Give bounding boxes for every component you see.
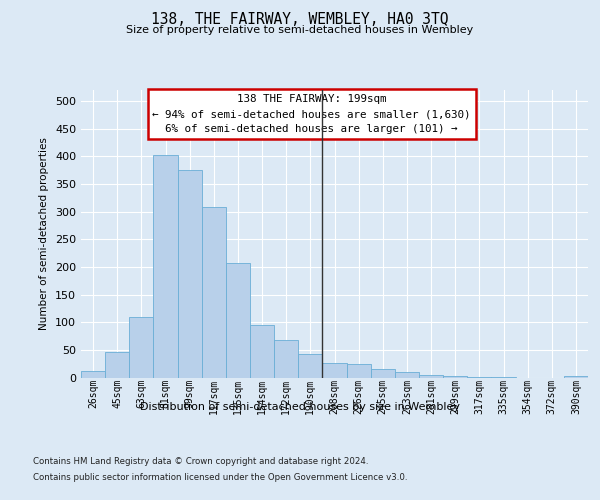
Bar <box>347 364 371 378</box>
Text: Size of property relative to semi-detached houses in Wembley: Size of property relative to semi-detach… <box>127 25 473 35</box>
Bar <box>129 316 154 378</box>
Bar <box>491 377 515 378</box>
Bar <box>226 262 250 378</box>
Bar <box>395 372 419 378</box>
Text: Distribution of semi-detached houses by size in Wembley: Distribution of semi-detached houses by … <box>140 402 460 412</box>
Bar <box>564 376 588 378</box>
Bar <box>274 340 298 378</box>
Bar <box>250 325 274 378</box>
Bar <box>105 352 129 378</box>
Bar <box>467 377 491 378</box>
Bar <box>154 154 178 378</box>
Bar <box>322 363 347 378</box>
Bar <box>81 371 105 378</box>
Y-axis label: Number of semi-detached properties: Number of semi-detached properties <box>40 138 49 330</box>
Bar <box>202 207 226 378</box>
Bar <box>298 354 322 378</box>
Text: Contains public sector information licensed under the Open Government Licence v3: Contains public sector information licen… <box>33 472 407 482</box>
Bar <box>371 368 395 378</box>
Bar <box>419 374 443 378</box>
Bar <box>443 376 467 378</box>
Text: 138, THE FAIRWAY, WEMBLEY, HA0 3TQ: 138, THE FAIRWAY, WEMBLEY, HA0 3TQ <box>151 12 449 28</box>
Bar <box>178 170 202 378</box>
Text: Contains HM Land Registry data © Crown copyright and database right 2024.: Contains HM Land Registry data © Crown c… <box>33 458 368 466</box>
Text: 138 THE FAIRWAY: 199sqm
← 94% of semi-detached houses are smaller (1,630)
6% of : 138 THE FAIRWAY: 199sqm ← 94% of semi-de… <box>152 94 471 134</box>
